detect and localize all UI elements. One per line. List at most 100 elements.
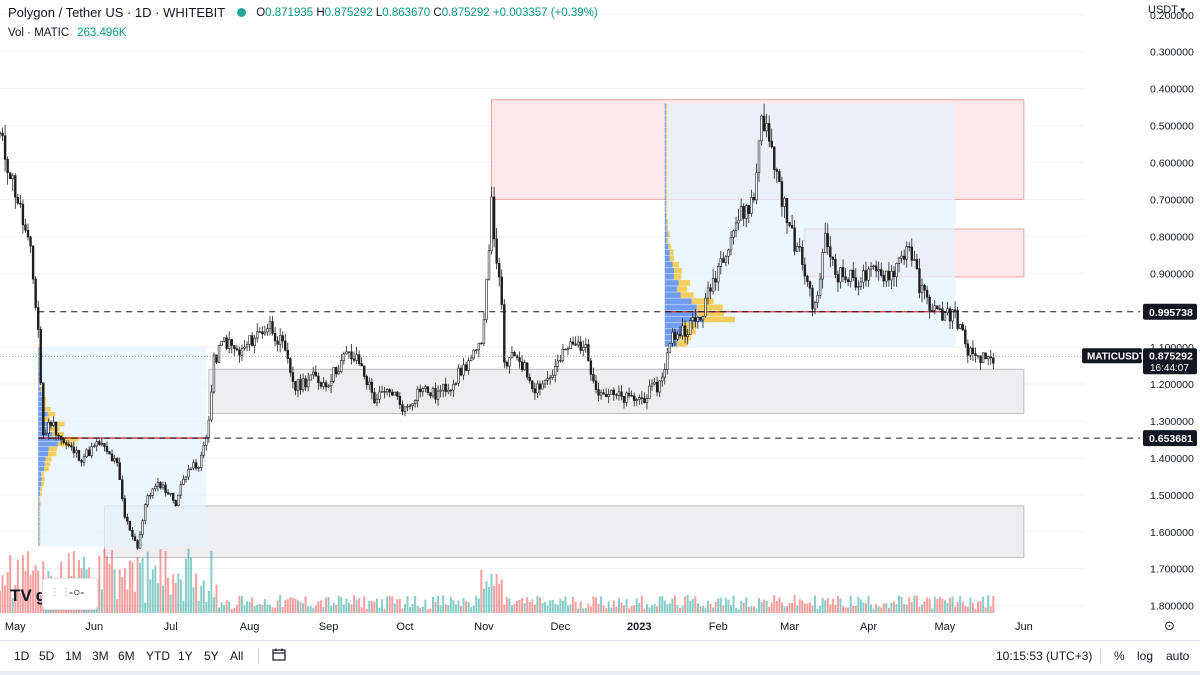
volume-bar [212, 597, 215, 613]
profile-bar-buy [38, 367, 40, 372]
volume-bar [108, 563, 111, 613]
range-1y-button[interactable]: 1Y [178, 649, 193, 663]
candle-body [284, 340, 287, 351]
volume-bar [27, 551, 30, 613]
candle-body [393, 391, 396, 396]
profile-bar-sell [47, 411, 56, 417]
candle-body [304, 378, 307, 388]
candle-body [340, 360, 343, 372]
profile-bar-sell [678, 280, 691, 286]
volume-bar [605, 608, 608, 613]
volume-bar [635, 598, 638, 613]
volume-bar [24, 570, 27, 613]
go-to-date-icon[interactable] [272, 648, 286, 661]
profile-bar-buy [38, 446, 49, 452]
candle-body [416, 388, 419, 401]
volume-bar [136, 556, 139, 613]
volume-label[interactable]: Vol · MATIC [8, 27, 70, 39]
volume-bar [737, 608, 740, 613]
volume-bar [307, 606, 310, 613]
settings-gear-icon[interactable]: ⊙ [1164, 618, 1175, 633]
range-ytd-button[interactable]: YTD [146, 649, 170, 663]
candle-body [503, 304, 506, 363]
volume-bar [569, 604, 572, 613]
candle-body [757, 140, 761, 173]
range-3m-button[interactable]: 3M [92, 649, 109, 663]
volume-bar [526, 597, 529, 613]
candle-body [582, 346, 585, 351]
symbol-title[interactable]: Polygon / Tether US · 1D · WHITEBIT [8, 5, 226, 20]
log-scale-toggle[interactable]: log [1137, 649, 1154, 663]
volume-bar [691, 598, 694, 613]
candle-body [661, 376, 664, 382]
volume-bar [931, 608, 934, 613]
candle-body [197, 466, 200, 469]
candle-body [149, 495, 152, 497]
timezone-clock[interactable]: 10:15:53 (UTC+3) [996, 649, 1093, 663]
range-all-button[interactable]: All [230, 649, 244, 663]
volume-bar [111, 549, 114, 613]
candle-body [887, 270, 891, 281]
candle-body [900, 255, 903, 259]
candle-body [439, 389, 442, 392]
time-tick-label: Jun [1015, 621, 1033, 633]
tv-logo-mark: TV [10, 586, 32, 605]
volume-bar [335, 604, 338, 613]
volume-bar [149, 579, 152, 613]
floating-drawing-toolbar[interactable]: ⋮⋮ -○- [42, 578, 98, 610]
low-value: 0.863670 [382, 6, 431, 19]
last-price-label: 0.875292 [1149, 351, 1193, 363]
candle-body [755, 172, 758, 201]
toolbar-divider [1100, 648, 1101, 664]
currency-selector[interactable]: USDT [1148, 4, 1185, 16]
candle-body [518, 357, 521, 363]
volume-bar [365, 608, 368, 613]
range-1d-button[interactable]: 1D [14, 649, 30, 663]
candle-body [630, 395, 633, 397]
candle-body [44, 433, 48, 436]
volume-bar [330, 605, 333, 613]
auto-scale-toggle[interactable]: auto [1166, 649, 1190, 663]
volume-bar [689, 600, 692, 613]
chart-canvas[interactable]: 1.800000 1.700000 1.600000 1.500000 1.400000… [0, 0, 1200, 640]
profile-bar-buy [38, 451, 49, 457]
volume-bar [842, 606, 845, 613]
profile-bar-buy [664, 328, 682, 335]
candle-body [666, 352, 669, 370]
profile-bar-buy [38, 516, 40, 522]
candle-body [289, 358, 292, 373]
range-6m-button[interactable]: 6M [118, 649, 135, 663]
time-tick-label: May [5, 621, 26, 633]
candle-body [301, 378, 305, 391]
candle-body [885, 270, 888, 282]
percent-scale-toggle[interactable]: % [1114, 649, 1125, 663]
volume-bar [977, 601, 980, 613]
range-5y-button[interactable]: 5Y [204, 649, 219, 663]
range-5d-button[interactable]: 5D [39, 649, 55, 663]
candle-body [650, 383, 654, 387]
profile-bar-buy [38, 362, 40, 367]
volume-bar [309, 605, 312, 613]
candle-body [849, 269, 852, 283]
candle-body [462, 364, 465, 376]
symbol-tag [1082, 348, 1142, 364]
drag-handle-icon[interactable]: ⋮⋮ [50, 587, 72, 598]
candle-body [795, 246, 799, 252]
open-label: O [256, 6, 266, 19]
profile-bar-buy [38, 496, 40, 502]
profile-bar-sell [52, 421, 65, 427]
horizontal-line-tool-icon[interactable]: -○- [69, 585, 85, 599]
volume-bar [559, 598, 562, 613]
candle-body [526, 362, 529, 378]
price-tick-label: 1.400000 [1150, 453, 1194, 465]
volume-bar [755, 608, 758, 613]
range-1m-button[interactable]: 1M [65, 649, 82, 663]
candle-body [426, 386, 430, 393]
profile-bar-sell [39, 511, 41, 517]
volume-bar [564, 596, 567, 613]
volume-bar [544, 601, 547, 613]
candle-body [770, 140, 773, 148]
volume-bar [121, 576, 124, 613]
candle-body [691, 317, 694, 321]
profile-bar-buy [664, 133, 666, 140]
